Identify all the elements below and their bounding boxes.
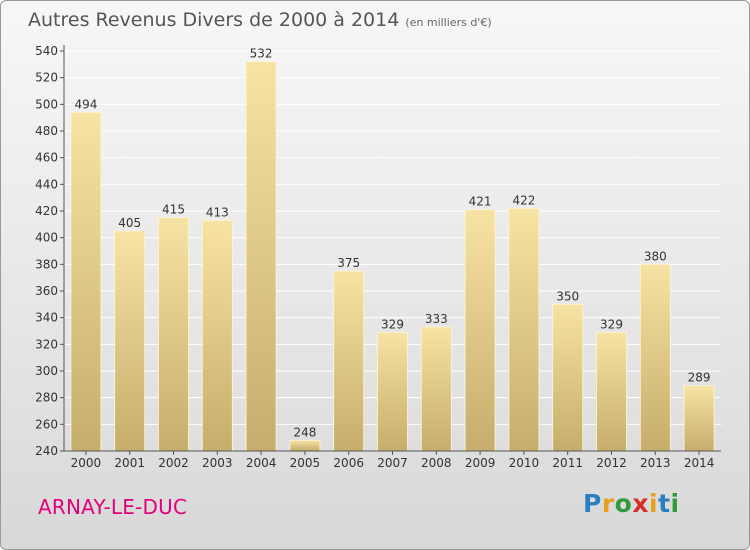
bar [683,385,715,452]
bar-value-label: 405 [118,216,141,230]
y-tick-label: 500 [35,97,58,111]
bar [114,230,146,452]
chart-title-main: Autres Revenus Divers de 2000 à 2014 [28,9,400,31]
y-tick-label: 340 [35,311,58,325]
x-tick-label: 2014 [684,456,715,470]
y-tick-label: 260 [35,417,58,431]
bar [70,111,102,452]
x-tick-label: 2001 [114,456,145,470]
bar-value-label: 329 [381,317,404,331]
bar [201,219,233,452]
logo-letter: r [601,489,615,518]
y-tick-label: 360 [35,284,58,298]
y-tick-label: 420 [35,204,58,218]
bar [639,263,671,452]
proxiti-logo: Proxiti [583,489,680,518]
x-tick-label: 2011 [552,456,583,470]
bar [420,326,452,452]
bar-value-label: 380 [644,249,667,263]
bar [289,439,321,452]
bar-value-label: 413 [206,205,229,219]
bar-value-label: 421 [469,195,492,209]
bar-value-label: 532 [250,47,273,61]
y-tick-label: 240 [35,444,58,458]
x-tick-label: 2010 [509,456,540,470]
logo-letter: t [658,489,671,518]
x-tick-label: 2000 [71,456,102,470]
y-tick-label: 540 [35,44,58,58]
bar [245,61,277,452]
bar [508,207,540,452]
y-tick-label: 400 [35,231,58,245]
bar [464,209,496,452]
bar-value-label: 333 [425,312,448,326]
bar-value-label: 289 [688,371,711,385]
y-tick-label: 380 [35,257,58,271]
x-tick-label: 2009 [465,456,496,470]
bar-value-label: 329 [600,317,623,331]
x-tick-label: 2003 [202,456,233,470]
x-tick-label: 2004 [246,456,277,470]
logo-letter: x [632,489,649,518]
y-tick-label: 460 [35,151,58,165]
x-tick-label: 2002 [158,456,189,470]
bar-value-label: 375 [337,256,360,270]
bar [596,331,627,452]
x-tick-label: 2013 [640,456,671,470]
y-tick-label: 520 [35,71,58,85]
y-tick-label: 480 [35,124,58,138]
y-tick-label: 440 [35,177,58,191]
bar-value-label: 350 [556,289,579,303]
bar-value-label: 422 [512,193,535,207]
logo-letter: P [583,489,602,518]
y-tick-label: 300 [35,364,58,378]
chart-subtitle: (en milliers d'€) [405,16,492,29]
logo-letter: o [614,489,633,518]
logo-letter: i [670,489,680,518]
bar [158,217,189,452]
x-tick-label: 2006 [333,456,364,470]
chart-title: Autres Revenus Divers de 2000 à 2014 (en … [28,9,492,31]
bar-value-label: 248 [293,425,316,439]
bar [333,270,365,452]
city-name: ARNAY-LE-DUC [38,495,188,519]
y-tick-label: 280 [35,391,58,405]
x-tick-label: 2005 [290,456,321,470]
bar [552,303,584,452]
bar-value-label: 415 [162,203,185,217]
bar-value-label: 494 [74,97,97,111]
y-tick-label: 320 [35,337,58,351]
x-tick-label: 2007 [377,456,408,470]
x-tick-label: 2012 [596,456,627,470]
bar [377,331,408,452]
x-tick-label: 2008 [421,456,452,470]
logo-letter: i [649,489,659,518]
